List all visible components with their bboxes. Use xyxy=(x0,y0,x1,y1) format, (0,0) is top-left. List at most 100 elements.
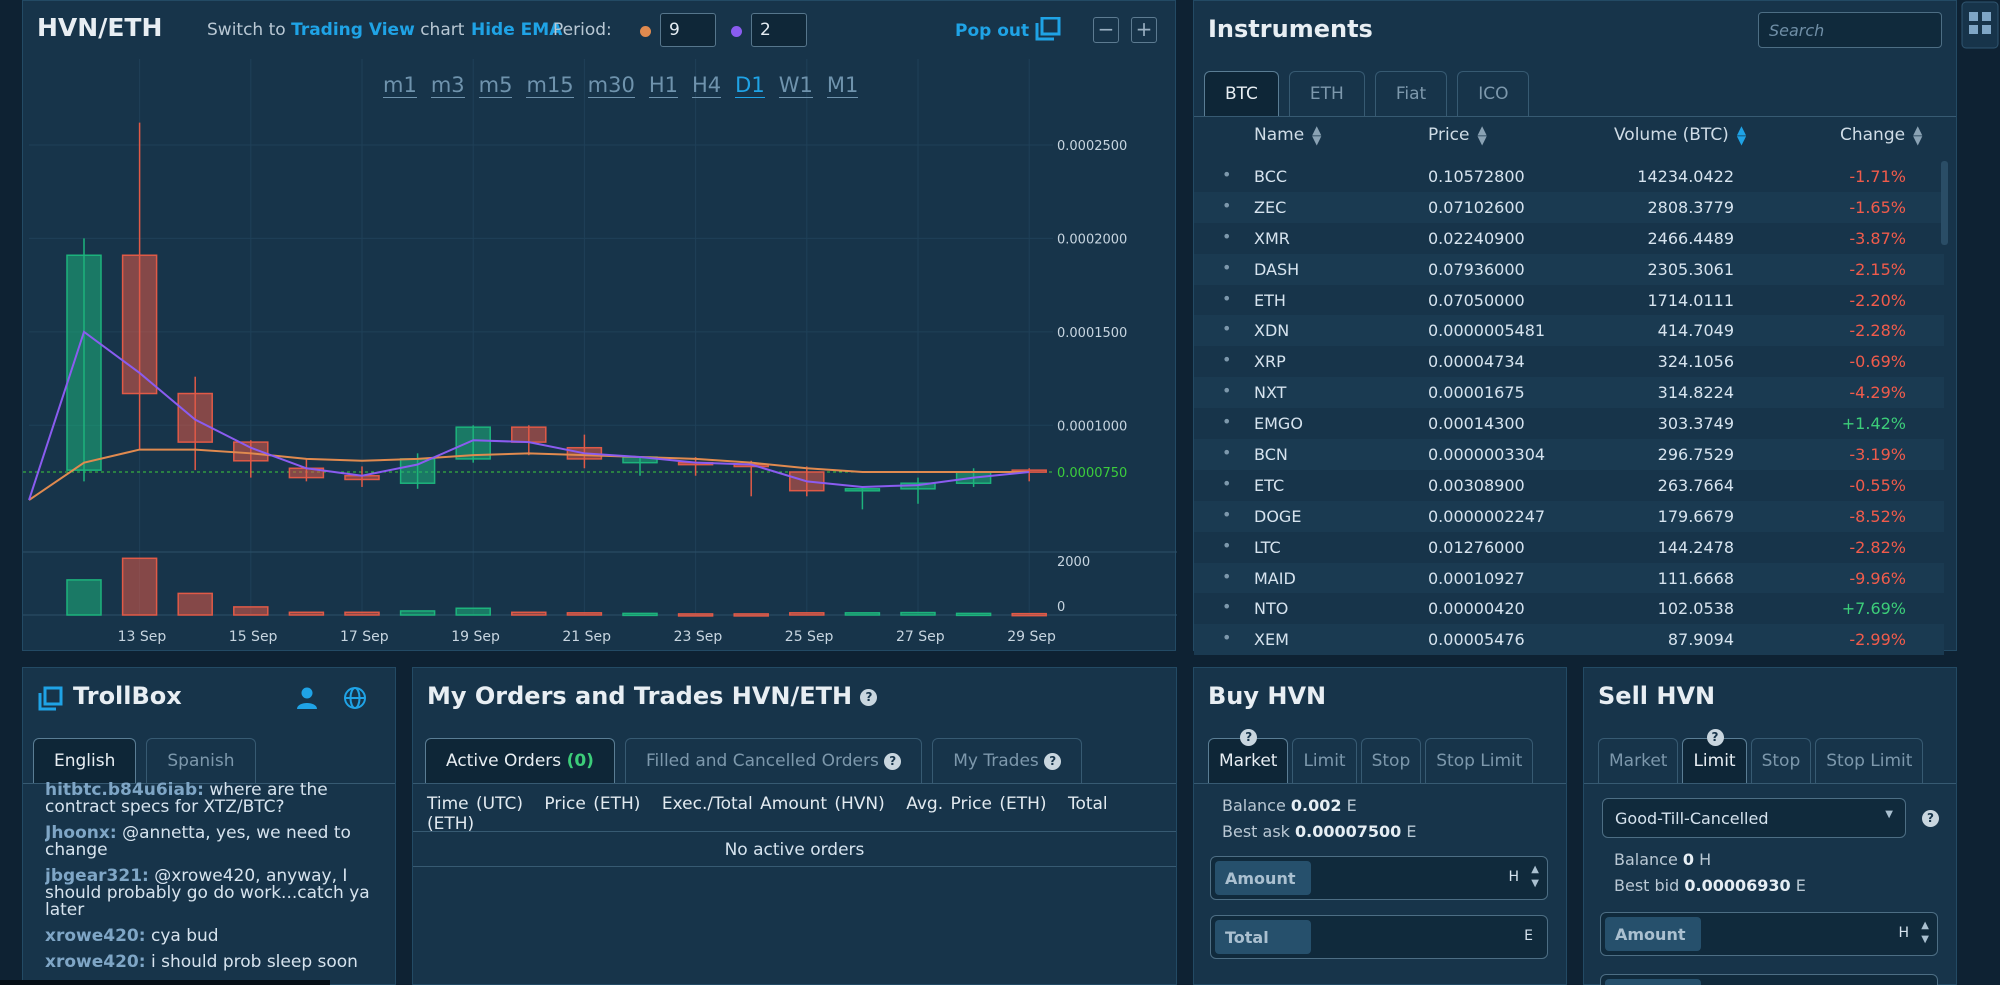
timeframe-m30[interactable]: m30 xyxy=(587,73,635,98)
timeframe-d1[interactable]: D1 xyxy=(735,73,765,98)
instrument-change: -9.96% xyxy=(1849,568,1906,588)
instrument-price: 0.02240900 xyxy=(1428,228,1525,248)
user-icon[interactable] xyxy=(293,684,321,712)
timeframe-m1-month[interactable]: M1 xyxy=(826,73,859,98)
timeframe-m3[interactable]: m3 xyxy=(430,73,465,98)
tab-spanish[interactable]: Spanish xyxy=(146,738,256,784)
help-icon[interactable]: ? xyxy=(884,752,902,770)
chat-username[interactable]: xrowe420: xyxy=(45,926,146,946)
tab-btc[interactable]: BTC xyxy=(1204,71,1279,117)
buy-order-tabs: ? Market Limit Stop Stop Limit xyxy=(1208,729,1537,784)
instrument-row[interactable]: • NTO 0.00000420 102.0538 +7.69% xyxy=(1194,593,1944,624)
period-label: Period: xyxy=(553,20,612,40)
help-icon[interactable]: ? xyxy=(1044,752,1062,770)
volume-bar xyxy=(399,610,436,616)
layout-grid-icon[interactable] xyxy=(1960,0,2000,50)
buy-amount-field[interactable]: Amount H ▲ ▼ xyxy=(1210,856,1548,900)
instrument-row[interactable]: • BCC 0.10572800 14234.0422 -1.71% xyxy=(1194,161,1944,192)
tab-buy-stop[interactable]: Stop xyxy=(1360,738,1422,784)
zoom-in-button[interactable]: + xyxy=(1131,17,1157,43)
tab-sell-stop[interactable]: Stop xyxy=(1750,738,1812,784)
timeframe-h4[interactable]: H4 xyxy=(692,73,722,98)
tab-active-orders[interactable]: Active Orders (0) xyxy=(425,738,615,784)
trading-view-link[interactable]: Trading View xyxy=(291,20,415,40)
sort-icon: ▲ ▼ xyxy=(1477,123,1487,147)
price-chart[interactable]: 0.0002500 0.0002000 0.0001500 0.0001000 2000… xyxy=(23,1,1177,652)
globe-icon[interactable] xyxy=(341,684,369,712)
col-change-header[interactable]: Change ▲ ▼ xyxy=(1840,123,1923,147)
timeframe-w1[interactable]: W1 xyxy=(778,73,813,98)
instrument-row[interactable]: • LTC 0.01276000 144.2478 -2.82% xyxy=(1194,532,1944,563)
tab-buy-market[interactable]: ? Market xyxy=(1208,729,1289,784)
tab-sell-limit[interactable]: ? Limit xyxy=(1682,729,1747,784)
instrument-row[interactable]: • EMGO 0.00014300 303.3749 +1.42% xyxy=(1194,408,1944,439)
help-icon[interactable]: ? xyxy=(860,688,878,706)
chat-username[interactable]: hitbtc.b84u6iab: xyxy=(45,782,204,800)
tab-filled-cancelled[interactable]: Filled and Cancelled Orders ? xyxy=(624,738,923,784)
instrument-row[interactable]: • MAID 0.00010927 111.6668 -9.96% xyxy=(1194,562,1944,594)
tab-buy-limit[interactable]: Limit xyxy=(1292,738,1357,784)
help-icon[interactable]: ? xyxy=(1240,729,1258,746)
bullet-icon: • xyxy=(1222,350,1232,370)
timeframe-m15[interactable]: m15 xyxy=(526,73,574,98)
instrument-row[interactable]: • DASH 0.07936000 2305.3061 -2.15% xyxy=(1194,253,1944,285)
col-price-header[interactable]: Price ▲ ▼ xyxy=(1428,123,1487,147)
instrument-row[interactable]: • ETC 0.00308900 263.7664 -0.55% xyxy=(1194,470,1944,501)
zoom-out-button[interactable]: − xyxy=(1093,17,1119,43)
instrument-row[interactable]: • NXT 0.00001675 314.8224 -4.29% xyxy=(1194,377,1944,409)
instrument-row[interactable]: • DOGE 0.0000002247 179.6679 -8.52% xyxy=(1194,500,1944,532)
instrument-row[interactable]: • XEM 0.00005476 87.9094 -2.99% xyxy=(1194,624,1944,656)
instrument-scrollbar[interactable] xyxy=(1941,161,1948,245)
x-tick-label: 19 Sep xyxy=(451,629,500,645)
sell-total-field[interactable] xyxy=(1600,974,1938,985)
stepper-icon[interactable]: ▲ ▼ xyxy=(1531,864,1539,889)
timeframe-m1[interactable]: m1 xyxy=(383,73,417,98)
col-amount: Exec./Total Amount (HVN) xyxy=(661,794,885,814)
instrument-volume: 2305.3061 xyxy=(1647,259,1734,279)
instrument-row[interactable]: • XDN 0.0000005481 414.7049 -2.28% xyxy=(1194,315,1944,347)
stepper-icon[interactable]: ▲ ▼ xyxy=(1921,920,1929,945)
chat-username[interactable]: Jhoonx: xyxy=(45,823,117,843)
chat-username[interactable]: xrowe420: xyxy=(45,952,146,972)
timeframe-m5[interactable]: m5 xyxy=(478,73,513,98)
instrument-row[interactable]: • ZEC 0.07102600 2808.3779 -1.65% xyxy=(1194,191,1944,223)
timeframe-h1[interactable]: H1 xyxy=(648,73,679,98)
instrument-row[interactable]: • XRP 0.00004734 324.1056 -0.69% xyxy=(1194,346,1944,377)
buy-total-field[interactable]: Total E xyxy=(1210,915,1548,959)
pop-out-link[interactable]: Pop out xyxy=(955,21,1030,41)
tab-fiat[interactable]: Fiat xyxy=(1374,71,1448,117)
tab-eth[interactable]: ETH xyxy=(1288,71,1365,117)
help-icon[interactable]: ? xyxy=(1922,810,1939,827)
instrument-row[interactable]: • ETH 0.07050000 1714.0111 -2.20% xyxy=(1194,285,1944,316)
period-2-input[interactable] xyxy=(751,13,807,47)
period-1-input[interactable] xyxy=(660,13,716,47)
help-icon[interactable]: ? xyxy=(1706,729,1724,746)
volume-bar xyxy=(344,611,380,616)
tab-sell-market[interactable]: Market xyxy=(1598,738,1679,784)
instrument-price: 0.0000005481 xyxy=(1428,321,1546,341)
tab-my-trades[interactable]: My Trades ? xyxy=(932,738,1083,784)
ema-9-dot-icon xyxy=(640,26,651,37)
instrument-volume: 314.8224 xyxy=(1657,383,1734,403)
bottom-edge xyxy=(0,980,330,985)
instrument-row[interactable]: • XMR 0.02240900 2466.4489 -3.87% xyxy=(1194,223,1944,254)
tab-divider xyxy=(413,783,1176,784)
instrument-row[interactable]: • BCN 0.0000003304 296.7529 -3.19% xyxy=(1194,439,1944,470)
tab-buy-stop-limit[interactable]: Stop Limit xyxy=(1425,738,1534,784)
pop-out-icon[interactable] xyxy=(1035,17,1061,41)
tab-sell-stop-limit[interactable]: Stop Limit xyxy=(1815,738,1924,784)
col-name-header[interactable]: Name ▲ ▼ xyxy=(1254,123,1322,147)
instrument-change: -2.28% xyxy=(1849,321,1906,341)
volume-bar xyxy=(789,612,825,616)
col-volume-header[interactable]: Volume (BTC) ▲ ▼ xyxy=(1614,123,1747,147)
tab-ico[interactable]: ICO xyxy=(1457,71,1530,117)
search-input[interactable] xyxy=(1758,12,1942,48)
chat-username[interactable]: jbgear321: xyxy=(45,866,149,886)
time-in-force-select[interactable]: Good-Till-Cancelled ▼ xyxy=(1602,798,1906,838)
trollbox-popout-icon[interactable] xyxy=(37,686,63,712)
amount-label: Amount xyxy=(1215,861,1311,895)
col-total: Total (ETH) xyxy=(427,794,1108,834)
hide-ema-link[interactable]: Hide EMA xyxy=(471,20,563,40)
tab-english[interactable]: English xyxy=(33,738,137,784)
sell-amount-field[interactable]: Amount H ▲ ▼ xyxy=(1600,912,1938,956)
